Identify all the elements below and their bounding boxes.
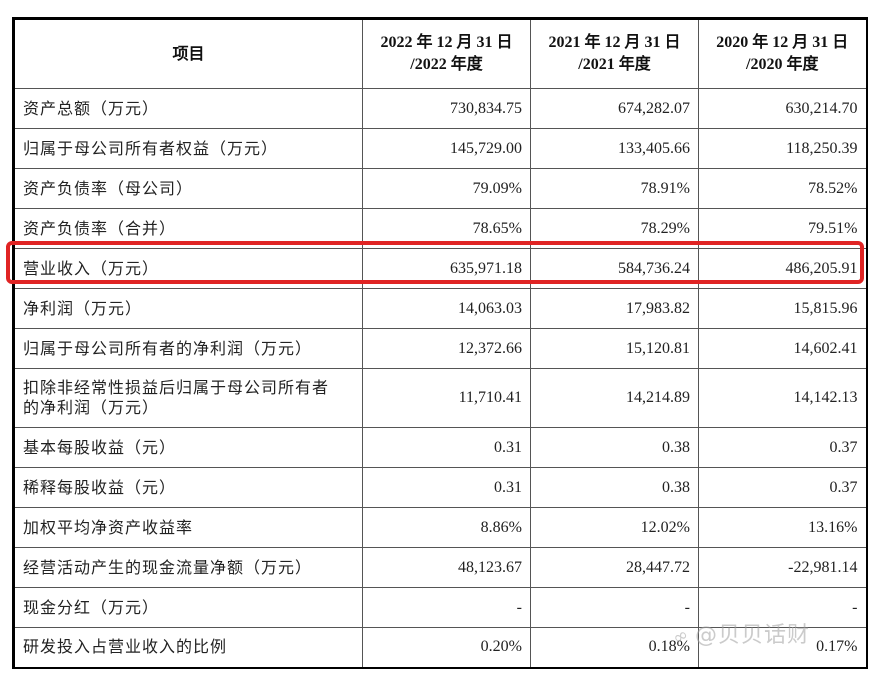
row-label: 基本每股收益（元） — [13, 427, 363, 468]
header-2022-year: /2022 年度 — [410, 56, 483, 73]
cell-2022: 79.09% — [362, 168, 531, 209]
cell-2022: 635,971.18 — [362, 248, 531, 289]
cell-2021: 14,214.89 — [530, 368, 699, 428]
cell-2021: 0.38 — [530, 467, 699, 508]
cell-2020: 486,205.91 — [698, 248, 867, 289]
row-label: 营业收入（万元） — [13, 248, 363, 289]
row-label: 归属于母公司所有者的净利润（万元） — [13, 328, 363, 369]
cell-2021: 0.38 — [530, 427, 699, 468]
header-2020-year: /2020 年度 — [746, 56, 819, 73]
row-label: 稀释每股收益（元） — [13, 467, 363, 508]
table-row: 资产负债率（母公司） 79.09% 78.91% 78.52% — [13, 168, 867, 209]
cell-2020: 78.52% — [698, 168, 867, 209]
table-row: 归属于母公司所有者权益（万元） 145,729.00 133,405.66 11… — [13, 128, 867, 169]
cell-2021: 15,120.81 — [530, 328, 699, 369]
header-2021-date: 2021 年 12 月 31 日 — [548, 34, 681, 51]
header-2020-date: 2020 年 12 月 31 日 — [716, 34, 849, 51]
table-row: 扣除非经常性损益后归属于母公司所有者 的净利润（万元） 11,710.41 14,… — [13, 368, 867, 428]
cell-2020: 14,142.13 — [698, 368, 867, 428]
cell-2020: - — [698, 587, 867, 628]
row-label: 资产负债率（合并） — [13, 208, 363, 249]
cell-2022: 48,123.67 — [362, 547, 531, 588]
table-header-row: 项目 2022 年 12 月 31 日/2022 年度 2021 年 12 月 … — [13, 18, 867, 89]
row-label: 资产负债率（母公司） — [13, 168, 363, 209]
header-2022-date: 2022 年 12 月 31 日 — [380, 34, 513, 51]
cell-2020: -22,981.14 — [698, 547, 867, 588]
row-label: 归属于母公司所有者权益（万元） — [13, 128, 363, 169]
cell-2021: 78.29% — [530, 208, 699, 249]
cell-2021: 78.91% — [530, 168, 699, 209]
cell-2020: 79.51% — [698, 208, 867, 249]
cell-2022: 145,729.00 — [362, 128, 531, 169]
cell-2021: - — [530, 587, 699, 628]
row-label-line1: 扣除非经常性损益后归属于母公司所有者 — [23, 378, 330, 397]
cell-2020: 15,815.96 — [698, 288, 867, 329]
cell-2020: 118,250.39 — [698, 128, 867, 169]
cell-2022: 730,834.75 — [362, 88, 531, 129]
financial-summary-table: 项目 2022 年 12 月 31 日/2022 年度 2021 年 12 月 … — [12, 17, 868, 669]
cell-2020: 0.37 — [698, 427, 867, 468]
row-label: 扣除非经常性损益后归属于母公司所有者 的净利润（万元） — [13, 368, 363, 428]
cell-2022: 0.31 — [362, 427, 531, 468]
cell-2021: 674,282.07 — [530, 88, 699, 129]
table-row: 资产总额（万元） 730,834.75 674,282.07 630,214.7… — [13, 88, 867, 129]
cell-2020: 0.17% — [698, 627, 867, 668]
cell-2021: 0.18% — [530, 627, 699, 668]
cell-2022: 14,063.03 — [362, 288, 531, 329]
cell-2022: - — [362, 587, 531, 628]
cell-2020: 630,214.70 — [698, 88, 867, 129]
header-2021-year: /2021 年度 — [578, 56, 651, 73]
table-row: 稀释每股收益（元） 0.31 0.38 0.37 — [13, 467, 867, 508]
cell-2021: 17,983.82 — [530, 288, 699, 329]
cell-2020: 13.16% — [698, 507, 867, 548]
cell-2020: 14,602.41 — [698, 328, 867, 369]
row-label: 经营活动产生的现金流量净额（万元） — [13, 547, 363, 588]
table-row: 研发投入占营业收入的比例 0.20% 0.18% 0.17% — [13, 627, 867, 668]
table-row: 资产负债率（合并） 78.65% 78.29% 79.51% — [13, 208, 867, 249]
table-row: 净利润（万元） 14,063.03 17,983.82 15,815.96 — [13, 288, 867, 329]
row-label: 研发投入占营业收入的比例 — [13, 627, 363, 668]
cell-2021: 133,405.66 — [530, 128, 699, 169]
table-row-highlighted: 营业收入（万元） 635,971.18 584,736.24 486,205.9… — [13, 248, 867, 289]
table-row: 现金分红（万元） - - - — [13, 587, 867, 628]
cell-2022: 0.31 — [362, 467, 531, 508]
header-2022: 2022 年 12 月 31 日/2022 年度 — [362, 18, 531, 89]
row-label: 净利润（万元） — [13, 288, 363, 329]
row-label: 现金分红（万元） — [13, 587, 363, 628]
row-label: 加权平均净资产收益率 — [13, 507, 363, 548]
row-label-line2: 的净利润（万元） — [23, 398, 160, 417]
table-row: 加权平均净资产收益率 8.86% 12.02% 13.16% — [13, 507, 867, 548]
cell-2022: 78.65% — [362, 208, 531, 249]
cell-2021: 12.02% — [530, 507, 699, 548]
cell-2022: 0.20% — [362, 627, 531, 668]
cell-2021: 584,736.24 — [530, 248, 699, 289]
cell-2020: 0.37 — [698, 467, 867, 508]
table-row: 归属于母公司所有者的净利润（万元） 12,372.66 15,120.81 14… — [13, 328, 867, 369]
table-row: 基本每股收益（元） 0.31 0.38 0.37 — [13, 427, 867, 468]
row-label: 资产总额（万元） — [13, 88, 363, 129]
header-2020: 2020 年 12 月 31 日/2020 年度 — [698, 18, 867, 89]
header-2021: 2021 年 12 月 31 日/2021 年度 — [530, 18, 699, 89]
cell-2021: 28,447.72 — [530, 547, 699, 588]
cell-2022: 8.86% — [362, 507, 531, 548]
cell-2022: 11,710.41 — [362, 368, 531, 428]
header-item: 项目 — [13, 18, 363, 89]
table-row: 经营活动产生的现金流量净额（万元） 48,123.67 28,447.72 -2… — [13, 547, 867, 588]
cell-2022: 12,372.66 — [362, 328, 531, 369]
